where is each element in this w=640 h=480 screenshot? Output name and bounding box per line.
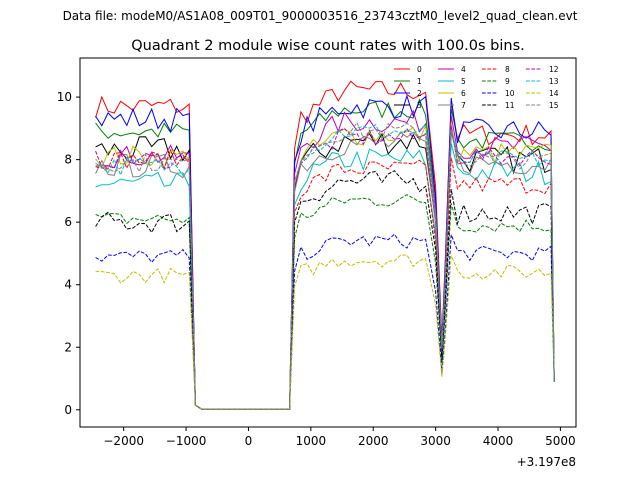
series-line-11	[95, 170, 555, 410]
y-tick-label: 4	[64, 278, 72, 292]
series-line-12	[95, 126, 555, 410]
series-layer	[95, 80, 555, 410]
y-tick-label: 2	[64, 340, 72, 354]
series-line-1	[95, 98, 555, 410]
x-tick-label: 4000	[483, 434, 514, 448]
series-line-13	[95, 123, 555, 410]
series-line-14	[95, 254, 555, 410]
chart-title: Quadrant 2 module wise count rates with …	[131, 38, 525, 54]
x-tick-label: 1000	[296, 434, 327, 448]
x-offset-label: +3.197e8	[517, 455, 576, 469]
legend-label-4: 4	[461, 65, 466, 74]
series-line-2	[95, 94, 555, 410]
legend-label-0: 0	[417, 65, 422, 74]
y-tick-label: 6	[64, 215, 72, 229]
series-line-3	[95, 129, 555, 410]
legend-label-2: 2	[417, 89, 422, 98]
series-line-6	[95, 122, 555, 410]
legend-label-12: 12	[549, 65, 559, 74]
y-tick-label: 10	[57, 90, 72, 104]
legend-label-6: 6	[461, 89, 466, 98]
legend-label-8: 8	[505, 65, 510, 74]
legend-label-9: 9	[505, 77, 510, 86]
series-line-5	[95, 143, 555, 410]
x-tick-label: 0	[245, 434, 253, 448]
chart-suptitle: Data file: modeM0/AS1A08_009T01_90000035…	[63, 9, 578, 23]
legend-label-3: 3	[417, 101, 422, 110]
legend-label-11: 11	[505, 101, 515, 110]
x-tick-label: 2000	[358, 434, 389, 448]
legend-label-5: 5	[461, 77, 466, 86]
legend-label-14: 14	[549, 89, 559, 98]
legend-label-10: 10	[505, 89, 515, 98]
legend-label-1: 1	[417, 77, 422, 86]
ticks-layer: −2000 −1000 0 1000 2000 3000 4000 5000 0 2 4 6 8 10	[57, 90, 576, 448]
series-line-8	[95, 148, 555, 410]
legend-label-15: 15	[549, 101, 559, 110]
series-line-9	[95, 194, 555, 410]
x-tick-label: 5000	[545, 434, 576, 448]
x-tick-label: 3000	[420, 434, 451, 448]
legend-label-13: 13	[549, 77, 559, 86]
y-tick-label: 0	[64, 403, 72, 417]
plot-frame	[79, 57, 577, 428]
series-line-10	[95, 233, 555, 410]
x-tick-label: −1000	[166, 434, 207, 448]
series-line-0	[95, 80, 555, 410]
series-line-15	[95, 121, 555, 410]
legend-label-7: 7	[461, 101, 466, 110]
x-tick-label: −2000	[103, 434, 144, 448]
y-tick-label: 8	[64, 153, 72, 167]
